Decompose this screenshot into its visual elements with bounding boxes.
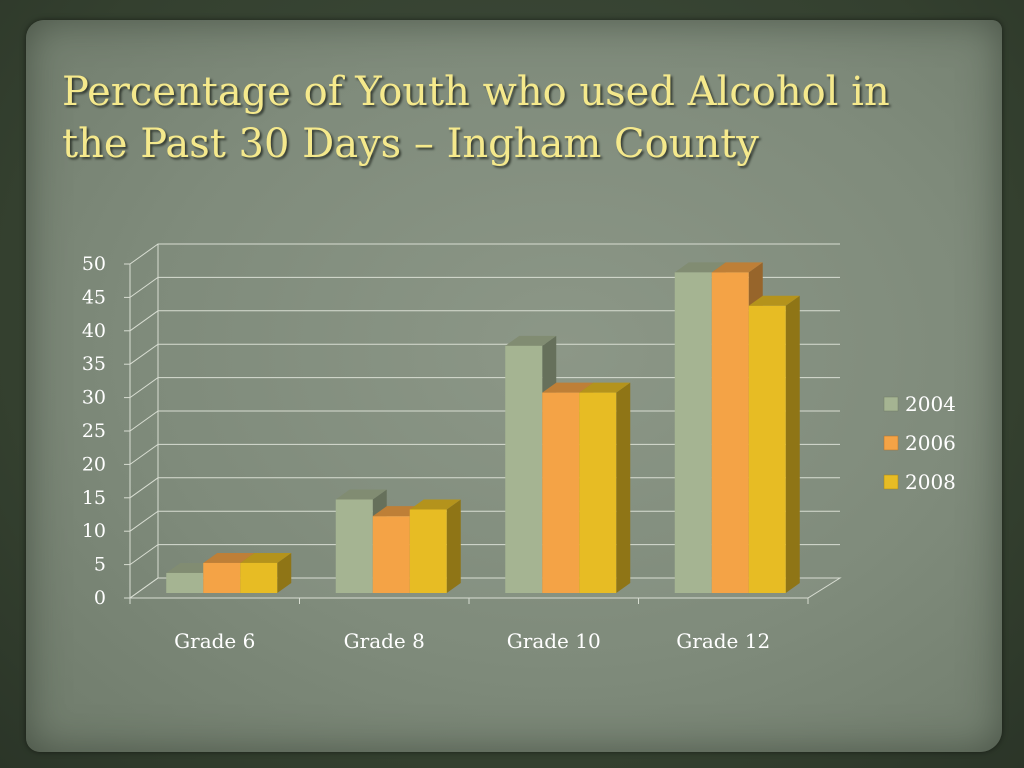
y-tick-label: 10 xyxy=(82,520,106,542)
bar-top xyxy=(748,295,800,306)
bar-2008-grade-12 xyxy=(748,295,800,593)
bar-front xyxy=(203,562,241,593)
bar-side xyxy=(616,382,631,593)
bar-front xyxy=(166,572,204,593)
legend-swatch xyxy=(883,435,899,451)
bar-top xyxy=(203,552,255,563)
legend-label: 2008 xyxy=(905,470,956,494)
y-tick-label: 20 xyxy=(82,453,106,475)
legend-label: 2006 xyxy=(905,431,956,455)
legend-swatch xyxy=(883,474,899,490)
y-tick-label: 30 xyxy=(82,387,106,409)
y-tick-label: 5 xyxy=(94,554,106,576)
y-axis-ticks: 0 5 10 15 20 25 30 35 40 45 50 xyxy=(82,253,131,609)
bar-front xyxy=(579,392,617,593)
bar-front xyxy=(748,305,786,593)
bar-2008-grade-8 xyxy=(409,499,461,593)
bar-front xyxy=(335,499,373,593)
bar-front xyxy=(240,562,278,593)
y-tick-label: 35 xyxy=(82,353,106,375)
bar-front xyxy=(372,516,410,593)
bar-top xyxy=(409,499,461,510)
y-tick-label: 25 xyxy=(82,420,106,442)
x-category-label: Grade 12 xyxy=(676,629,770,653)
bar-top xyxy=(674,262,726,273)
bar-front xyxy=(711,272,749,593)
bar-2008-grade-10 xyxy=(579,382,631,593)
gridline xyxy=(129,377,840,399)
slide-title: Percentage of Youth who used Alcohol in … xyxy=(62,69,890,167)
x-category-label: Grade 10 xyxy=(507,629,601,653)
bar-front xyxy=(505,345,543,593)
bar-top xyxy=(711,262,763,273)
bar-side xyxy=(446,499,461,593)
x-category-label: Grade 8 xyxy=(344,629,425,653)
bar-top xyxy=(335,489,387,500)
bar-top xyxy=(240,552,292,563)
y-tick-label: 40 xyxy=(82,320,106,342)
legend-label: 2004 xyxy=(905,392,956,416)
bar-top xyxy=(542,382,594,393)
chart-bars xyxy=(166,262,800,593)
y-tick-label: 0 xyxy=(94,587,106,609)
bar-side xyxy=(785,295,800,593)
bar-front xyxy=(674,272,712,593)
gridline xyxy=(129,343,840,365)
x-axis-categories: Grade 6 Grade 8 Grade 10 Grade 12 xyxy=(129,598,809,653)
y-tick-label: 45 xyxy=(82,286,106,308)
chart-legend: 2004 2006 2008 xyxy=(883,392,956,494)
gridline xyxy=(129,243,840,265)
y-tick-label: 15 xyxy=(82,487,106,509)
bar-front xyxy=(409,509,447,593)
y-tick-label: 50 xyxy=(82,253,106,275)
bar-top xyxy=(505,335,557,346)
bar-side xyxy=(277,552,292,593)
bar-front xyxy=(542,392,580,593)
bar-2008-grade-6 xyxy=(240,552,292,593)
x-category-label: Grade 6 xyxy=(174,629,255,653)
gridline xyxy=(129,276,840,298)
gridline xyxy=(129,310,840,332)
bar-top xyxy=(579,382,631,393)
legend-swatch xyxy=(883,396,899,412)
